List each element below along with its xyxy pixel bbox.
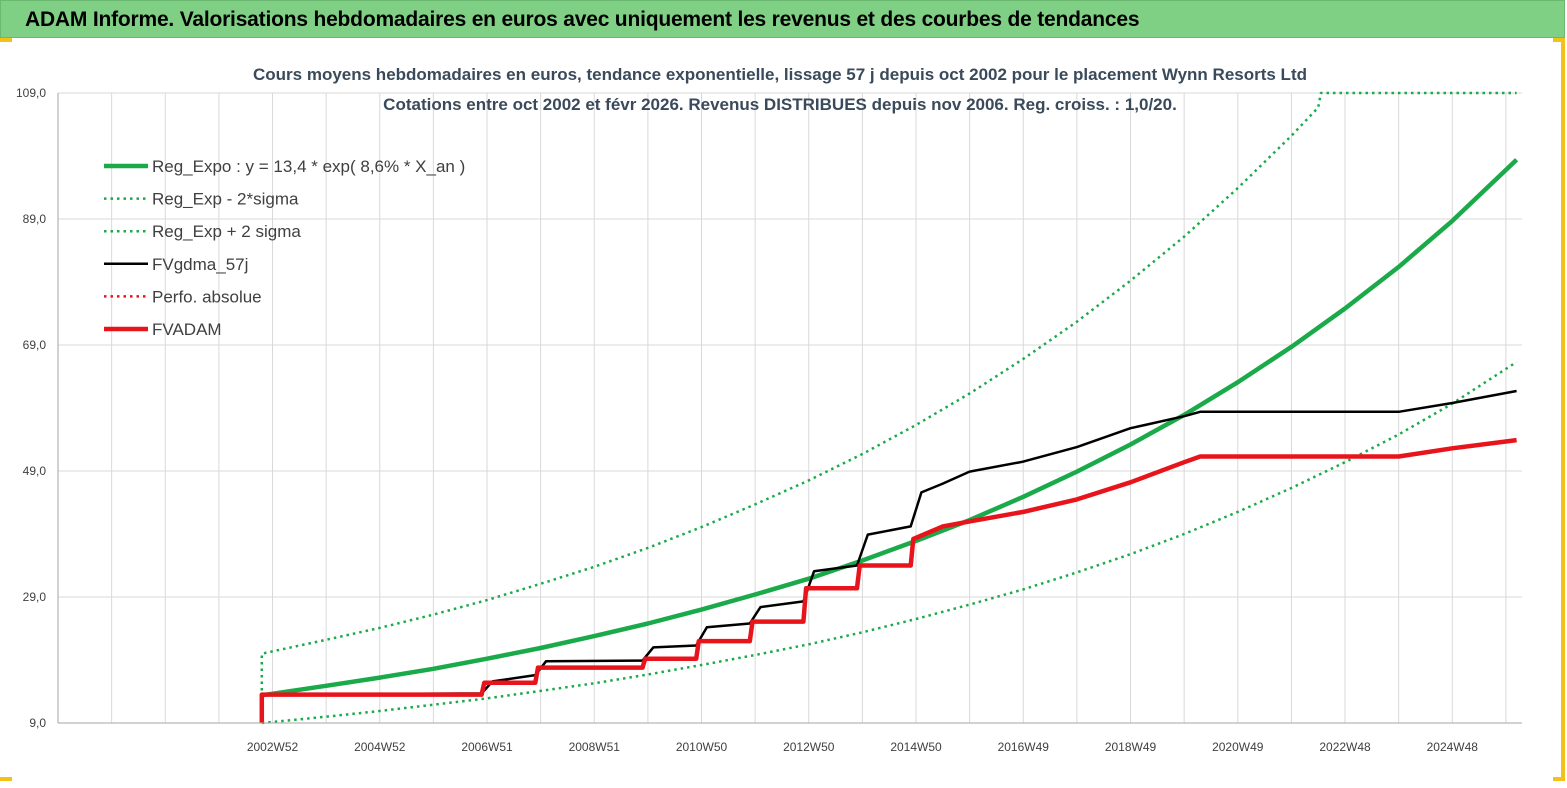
corner-mark-right-edge <box>1561 42 1565 777</box>
series-line-0 <box>261 158 1519 698</box>
report-header: ADAM Informe. Valorisations hebdomadaire… <box>0 0 1565 38</box>
corner-mark-bottom-left <box>0 777 12 781</box>
corner-mark-bottom-right <box>1553 777 1565 781</box>
x-tick-label: 2008W51 <box>569 740 621 754</box>
y-tick-label: 29,0 <box>23 590 47 604</box>
corner-mark-top-left <box>0 38 12 42</box>
legend-label: Reg_Exp - 2*sigma <box>152 190 299 209</box>
x-tick-label: 2010W50 <box>676 740 728 754</box>
x-tick-label: 2016W49 <box>998 740 1050 754</box>
series-line-5 <box>259 437 1517 723</box>
x-tick-label: 2004W52 <box>354 740 406 754</box>
x-tick-label: 2018W49 <box>1105 740 1157 754</box>
x-tick-label: 2014W50 <box>890 740 942 754</box>
corner-mark-top-right <box>1553 38 1565 42</box>
line-chart: 9,0 29,0 49,0 69,0 89,0 109,0 2002W52 2004W52 20… <box>16 65 1522 754</box>
y-tick-label: 89,0 <box>23 212 47 226</box>
y-tick-label: 69,0 <box>23 338 47 352</box>
legend-label: Perfo. absolue <box>152 287 262 306</box>
legend-label: Reg_Expo : y = 13,4 * exp( 8,6% * X_an ) <box>152 157 465 176</box>
y-tick-label: 9,0 <box>29 716 46 730</box>
x-tick-label: 2002W52 <box>247 740 299 754</box>
y-tick-label: 49,0 <box>23 464 47 478</box>
chart-title-line-1: Cours moyens hebdomadaires en euros, ten… <box>253 65 1307 84</box>
x-tick-label: 2022W48 <box>1319 740 1371 754</box>
legend-label: FVADAM <box>152 320 222 339</box>
x-tick-label: 2006W51 <box>461 740 513 754</box>
y-tick-label: 109,0 <box>16 86 46 100</box>
chart-title-line-2: Cotations entre oct 2002 et févr 2026. R… <box>383 95 1177 114</box>
series-line-1 <box>261 360 1518 725</box>
report-title: ADAM Informe. Valorisations hebdomadaire… <box>25 8 1140 31</box>
series-line-3 <box>260 389 1517 723</box>
chart-area: 9,0 29,0 49,0 69,0 89,0 109,0 2002W52 2004W52 20… <box>0 40 1567 783</box>
legend-label: Reg_Exp + 2 sigma <box>152 222 301 241</box>
series-line-2 <box>260 91 1517 723</box>
legend-label: FVgdma_57j <box>152 255 248 274</box>
x-tick-label: 2020W49 <box>1212 740 1264 754</box>
x-tick-label: 2012W50 <box>783 740 835 754</box>
chart-legend: Reg_Expo : y = 13,4 * exp( 8,6% * X_an )… <box>104 157 465 339</box>
x-tick-label: 2024W48 <box>1427 740 1479 754</box>
